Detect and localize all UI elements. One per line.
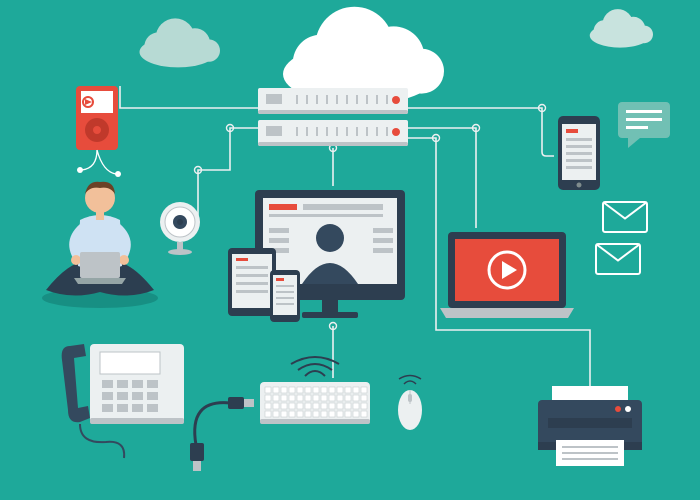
scene-svg [0,0,700,500]
laptop-video-icon [440,232,574,318]
tablet-icon [228,248,276,316]
smartphone-right-icon [558,116,600,190]
smartphone-center-icon [270,270,300,322]
network-infographic [0,0,700,500]
